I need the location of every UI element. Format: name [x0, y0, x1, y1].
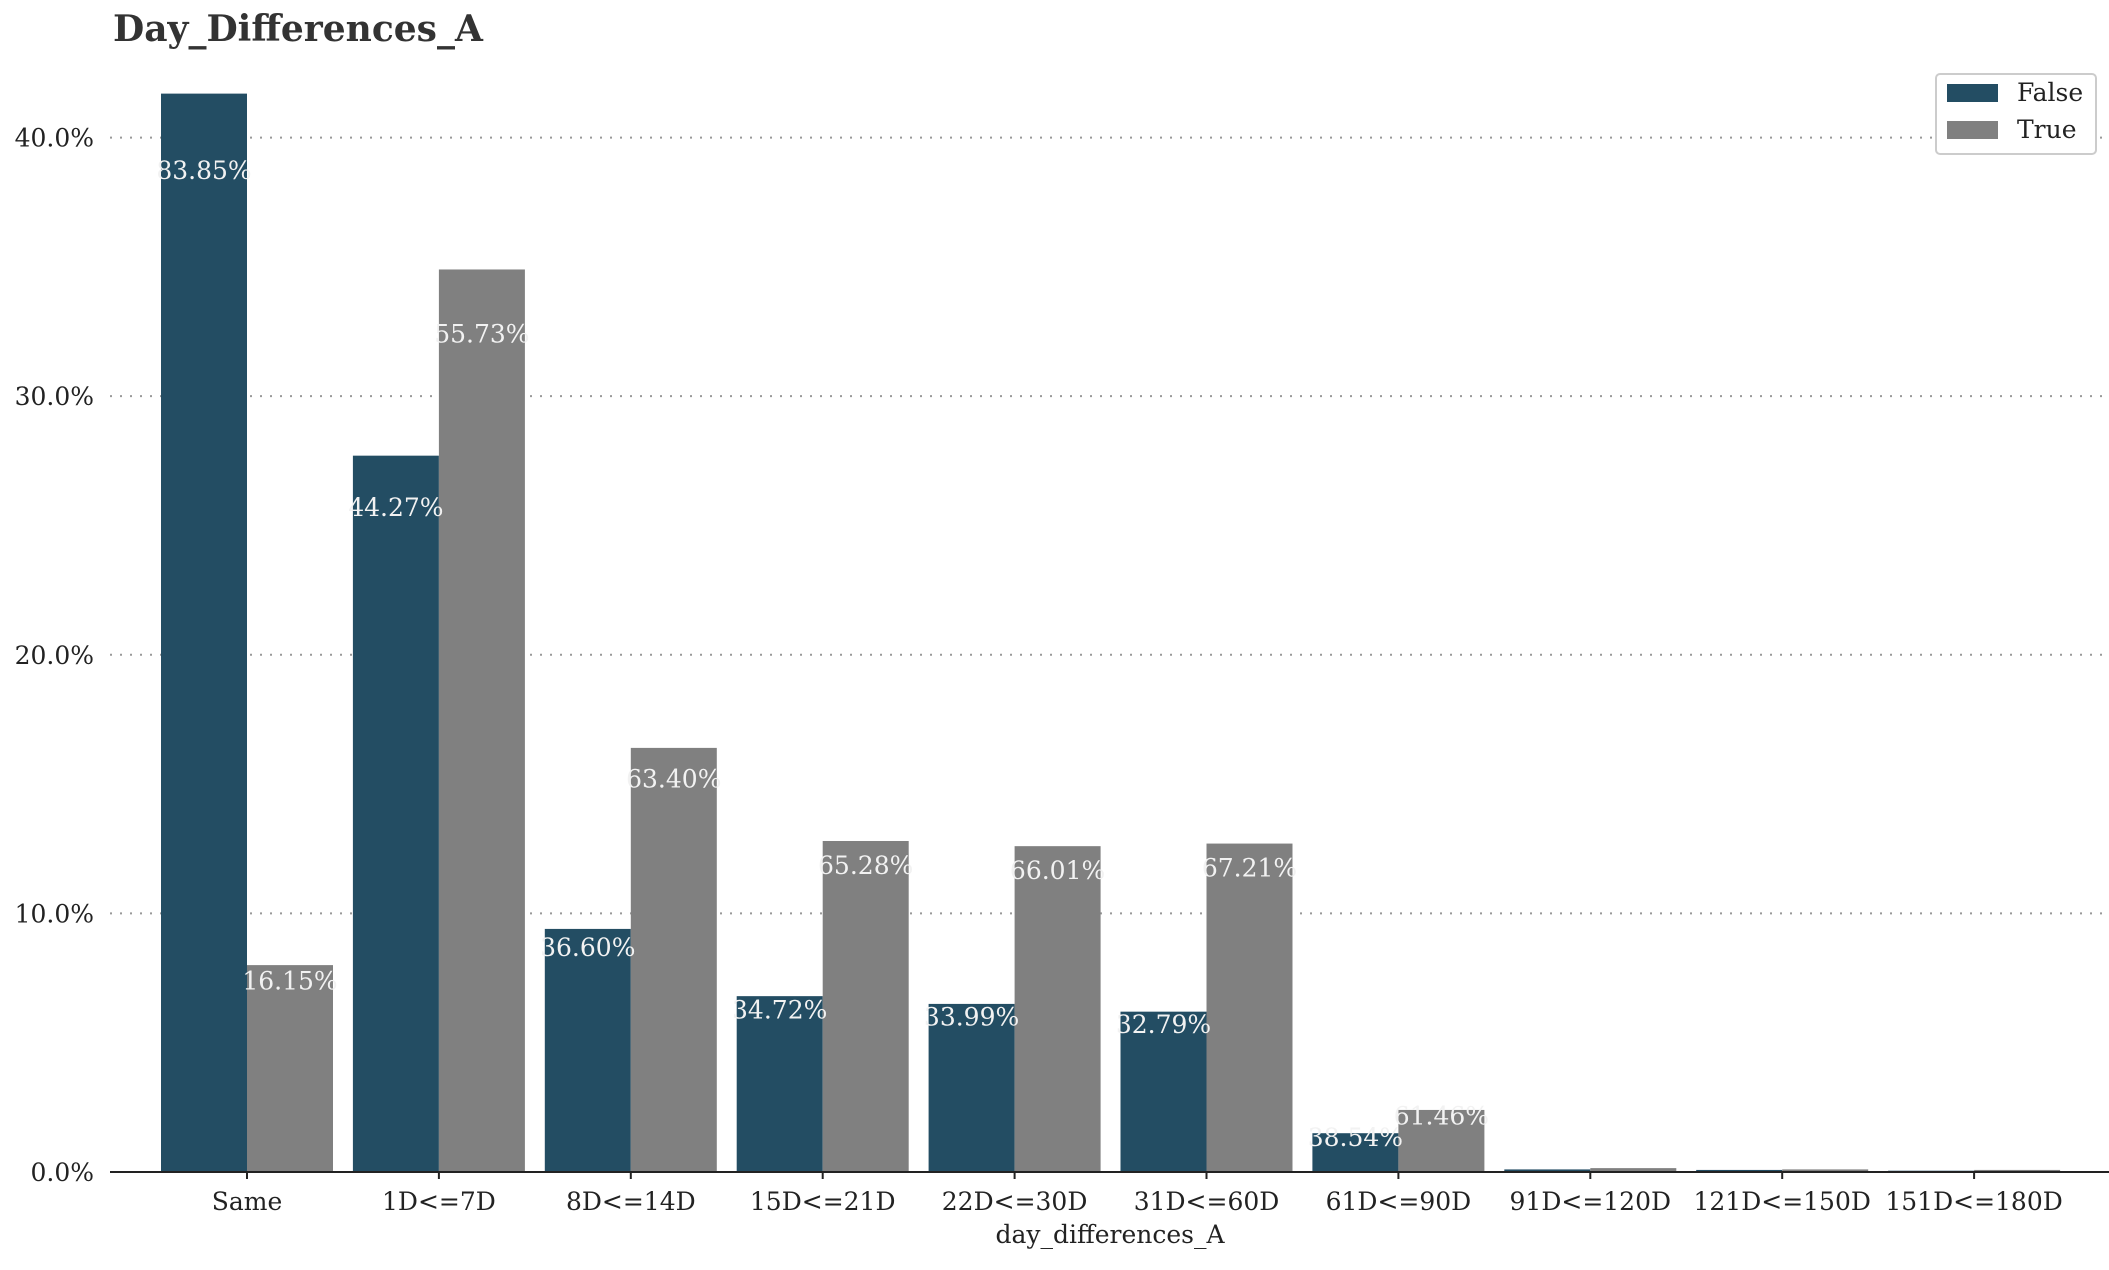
chart-title: Day_Differences_A: [113, 8, 483, 50]
bar-true: [1014, 846, 1101, 1172]
x-tick-label: 15D<=21D: [750, 1187, 896, 1216]
bar-false: [736, 996, 823, 1172]
legend-label-false: False: [2017, 78, 2083, 107]
legend-label-true: True: [2017, 115, 2077, 144]
x-tick-label: 151D<=180D: [1885, 1187, 2062, 1216]
legend-swatch-false: [1947, 84, 1998, 102]
bar-value-label: 16.15%: [242, 967, 337, 996]
bar-value-label: 34.72%: [732, 995, 827, 1024]
x-tick-label: 31D<=60D: [1134, 1187, 1280, 1216]
bar-labels: 83.85% 16.15% 44.27% 55.73% 36.60% 63.40% 34.7…: [156, 156, 1489, 1152]
x-tick-label: Same: [212, 1187, 283, 1216]
bar-true: [438, 269, 525, 1173]
x-axis-ticks: Same 1D<=7D 8D<=14D 15D<=21D 22D<=30D 31D<=60…: [212, 1172, 2063, 1216]
x-tick-label: 8D<=14D: [566, 1187, 696, 1216]
bar-value-label: 44.27%: [348, 493, 443, 522]
bar-value-label: 83.85%: [156, 156, 251, 185]
y-axis-ticks: 0.0% 10.0% 20.0% 30.0% 40.0%: [15, 124, 94, 1187]
bar-value-label: 63.40%: [626, 765, 721, 794]
bar-false: [1696, 1169, 1783, 1172]
bar-false: [1120, 1011, 1207, 1172]
bar-false: [544, 928, 631, 1172]
x-tick-label: 22D<=30D: [942, 1187, 1088, 1216]
x-axis-label: day_differences_A: [995, 1220, 1225, 1249]
y-tick-label: 40.0%: [15, 124, 94, 153]
bar-false: [928, 1003, 1015, 1172]
bars: [161, 93, 2061, 1173]
bar-true: [822, 840, 909, 1172]
y-tick-label: 30.0%: [15, 382, 94, 411]
legend-swatch-true: [1947, 121, 1998, 139]
x-tick-label: 91D<=120D: [1510, 1187, 1672, 1216]
bar-value-label: 33.99%: [924, 1003, 1019, 1032]
x-tick-label: 1D<=7D: [382, 1187, 496, 1216]
bar-false: [1312, 1133, 1399, 1172]
bar-true: [247, 965, 333, 1172]
bar-true: [1782, 1169, 1869, 1172]
bar-true: [1974, 1169, 2061, 1172]
bar-false: [161, 93, 247, 1172]
bar-value-label: 36.60%: [540, 933, 635, 962]
bar-value-label: 65.28%: [818, 851, 913, 880]
legend: False True: [1935, 73, 2097, 155]
x-tick-label: 121D<=150D: [1693, 1187, 1870, 1216]
bar-value-label: 67.21%: [1202, 854, 1297, 883]
y-tick-label: 20.0%: [15, 641, 94, 670]
bar-value-label: 55.73%: [434, 320, 529, 349]
bar-value-label: 38.54%: [1308, 1123, 1403, 1152]
bar-true: [630, 747, 717, 1172]
y-tick-label: 10.0%: [15, 899, 94, 928]
bar-true: [1206, 843, 1293, 1172]
bar-false: [1504, 1169, 1591, 1172]
x-tick-label: 61D<=90D: [1326, 1187, 1472, 1216]
bar-true: [1590, 1168, 1677, 1172]
bar-value-label: 66.01%: [1010, 856, 1105, 885]
y-tick-label: 0.0%: [30, 1158, 94, 1187]
bar-false: [352, 455, 439, 1172]
bar-value-label: 32.79%: [1116, 1010, 1211, 1039]
bar-value-label: 61.46%: [1394, 1101, 1489, 1130]
bar-true: [1398, 1109, 1485, 1172]
